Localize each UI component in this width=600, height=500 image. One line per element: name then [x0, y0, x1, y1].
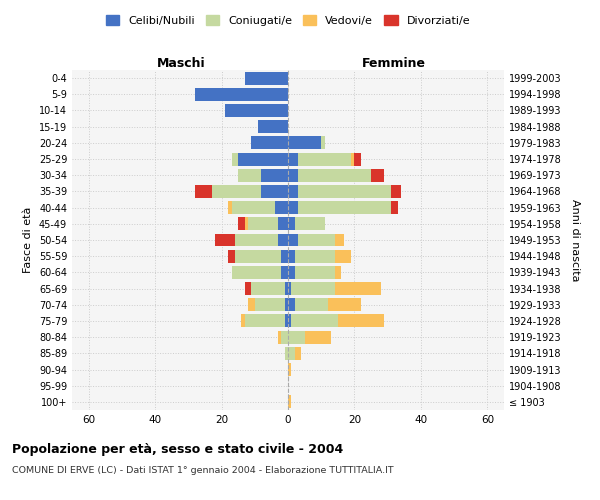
- Text: Femmine: Femmine: [362, 57, 427, 70]
- Bar: [288, 185, 298, 198]
- Bar: [295, 266, 335, 279]
- Bar: [245, 314, 284, 328]
- Bar: [278, 234, 288, 246]
- Bar: [238, 218, 245, 230]
- Bar: [262, 185, 288, 198]
- Bar: [288, 363, 292, 376]
- Bar: [232, 266, 281, 279]
- Bar: [298, 185, 391, 198]
- Bar: [281, 250, 288, 262]
- Bar: [238, 152, 288, 166]
- Bar: [288, 314, 292, 328]
- Bar: [251, 282, 284, 295]
- Bar: [298, 234, 335, 246]
- Bar: [295, 218, 325, 230]
- Bar: [292, 314, 338, 328]
- Bar: [351, 152, 355, 166]
- Bar: [245, 72, 288, 85]
- Bar: [248, 218, 278, 230]
- Bar: [288, 136, 321, 149]
- Bar: [288, 218, 295, 230]
- Bar: [288, 201, 298, 214]
- Bar: [281, 330, 288, 344]
- Bar: [284, 282, 288, 295]
- Bar: [298, 201, 391, 214]
- Bar: [275, 201, 288, 214]
- Bar: [288, 234, 298, 246]
- Bar: [281, 266, 288, 279]
- Bar: [391, 185, 401, 198]
- Bar: [232, 152, 238, 166]
- Bar: [288, 266, 295, 279]
- Bar: [255, 298, 284, 311]
- Bar: [335, 234, 344, 246]
- Bar: [235, 234, 278, 246]
- Bar: [335, 282, 381, 295]
- Bar: [248, 298, 255, 311]
- Bar: [288, 152, 298, 166]
- Bar: [335, 250, 351, 262]
- Bar: [278, 330, 281, 344]
- Bar: [328, 298, 361, 311]
- Bar: [295, 347, 301, 360]
- Bar: [288, 282, 292, 295]
- Bar: [298, 169, 371, 181]
- Bar: [284, 298, 288, 311]
- Bar: [245, 282, 251, 295]
- Bar: [225, 104, 288, 117]
- Y-axis label: Anni di nascita: Anni di nascita: [570, 198, 580, 281]
- Bar: [195, 185, 212, 198]
- Bar: [258, 120, 288, 133]
- Bar: [295, 298, 328, 311]
- Bar: [262, 169, 288, 181]
- Y-axis label: Fasce di età: Fasce di età: [23, 207, 33, 273]
- Bar: [298, 152, 351, 166]
- Bar: [215, 234, 235, 246]
- Bar: [295, 250, 335, 262]
- Bar: [321, 136, 325, 149]
- Bar: [228, 201, 232, 214]
- Legend: Celibi/Nubili, Coniugati/e, Vedovi/e, Divorziati/e: Celibi/Nubili, Coniugati/e, Vedovi/e, Di…: [101, 10, 475, 30]
- Text: Maschi: Maschi: [157, 57, 206, 70]
- Bar: [245, 218, 248, 230]
- Bar: [288, 250, 295, 262]
- Bar: [391, 201, 398, 214]
- Bar: [251, 136, 288, 149]
- Bar: [288, 169, 298, 181]
- Bar: [238, 169, 262, 181]
- Bar: [195, 88, 288, 101]
- Bar: [355, 152, 361, 166]
- Bar: [232, 201, 275, 214]
- Bar: [241, 314, 245, 328]
- Bar: [288, 347, 295, 360]
- Bar: [228, 250, 235, 262]
- Bar: [288, 330, 305, 344]
- Bar: [284, 314, 288, 328]
- Text: Popolazione per età, sesso e stato civile - 2004: Popolazione per età, sesso e stato civil…: [12, 442, 343, 456]
- Bar: [278, 218, 288, 230]
- Bar: [371, 169, 385, 181]
- Bar: [305, 330, 331, 344]
- Bar: [335, 266, 341, 279]
- Bar: [284, 347, 288, 360]
- Bar: [212, 185, 262, 198]
- Bar: [292, 282, 335, 295]
- Bar: [288, 396, 292, 408]
- Bar: [338, 314, 385, 328]
- Bar: [235, 250, 281, 262]
- Text: COMUNE DI ERVE (LC) - Dati ISTAT 1° gennaio 2004 - Elaborazione TUTTITALIA.IT: COMUNE DI ERVE (LC) - Dati ISTAT 1° genn…: [12, 466, 394, 475]
- Bar: [288, 298, 295, 311]
